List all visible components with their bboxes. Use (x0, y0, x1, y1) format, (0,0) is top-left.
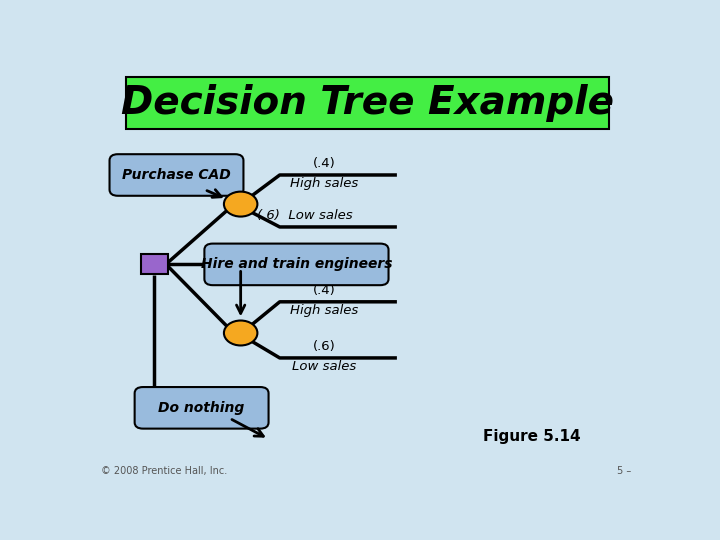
FancyBboxPatch shape (141, 254, 168, 274)
FancyBboxPatch shape (204, 244, 389, 285)
Text: Do nothing: Do nothing (158, 401, 245, 415)
FancyBboxPatch shape (109, 154, 243, 196)
Text: Purchase CAD: Purchase CAD (122, 168, 231, 182)
Text: (.6)  Low sales: (.6) Low sales (257, 209, 353, 222)
Text: (.4): (.4) (313, 284, 336, 297)
Text: High sales: High sales (290, 304, 359, 317)
Text: Low sales: Low sales (292, 360, 356, 373)
FancyBboxPatch shape (135, 387, 269, 429)
Text: High sales: High sales (290, 177, 359, 190)
Text: (.4): (.4) (313, 157, 336, 170)
Circle shape (224, 321, 258, 346)
Text: © 2008 Prentice Hall, Inc.: © 2008 Prentice Hall, Inc. (101, 465, 228, 476)
Text: Decision Tree Example: Decision Tree Example (122, 84, 614, 122)
Text: 5 –: 5 – (617, 465, 631, 476)
Text: (.6): (.6) (313, 340, 336, 353)
Text: Figure 5.14: Figure 5.14 (483, 429, 581, 444)
FancyBboxPatch shape (126, 77, 609, 129)
Circle shape (224, 192, 258, 217)
Text: Hire and train engineers: Hire and train engineers (201, 258, 392, 272)
